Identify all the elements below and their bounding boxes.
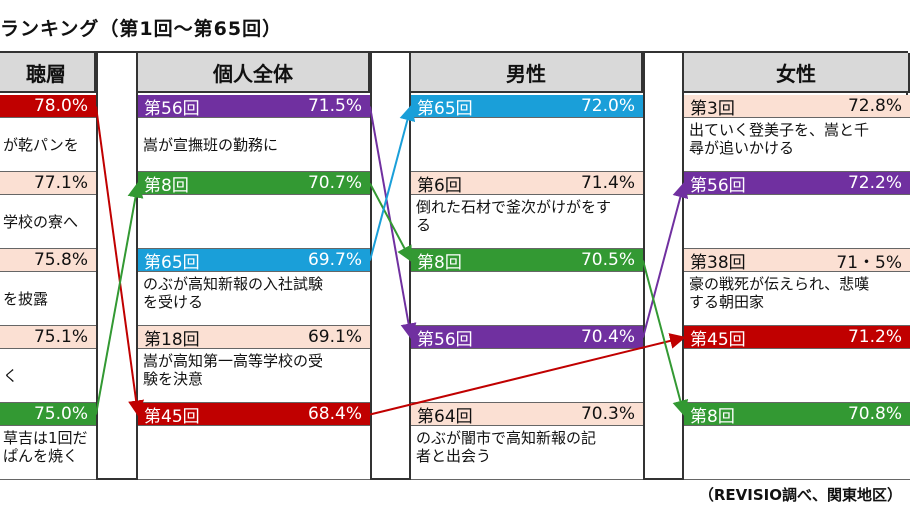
episode-description [684, 195, 910, 249]
rating-value: 71.4% [580, 173, 635, 193]
rating-value: 72.8% [847, 96, 902, 116]
rank-cell: 第45回 68.4% [138, 403, 370, 427]
link-arrow-green [95, 181, 144, 415]
episode-label: 第64回 [417, 406, 473, 427]
episode-label: 第3回 [690, 98, 735, 119]
rating-value: 70.4% [580, 327, 635, 347]
link-arrow-red [369, 333, 686, 416]
rating-value: 75.8% [33, 250, 88, 270]
episode-description [138, 426, 370, 480]
source-footnote: （REVISIO調べ、関東地区） [698, 486, 902, 504]
link-arrow-green [642, 260, 689, 417]
rank-cell: 第3回 72.8% [684, 95, 910, 119]
rank-cell: 第64回 70.3% [411, 403, 643, 427]
rating-value: 70.5% [580, 250, 635, 270]
episode-description: 嵩が宣撫班の勤務に [138, 118, 370, 172]
link-arrow-blue [369, 104, 416, 261]
column-header: 女性 [684, 53, 910, 93]
episode-label: 第8回 [417, 252, 462, 273]
page-title: ランキング（第1回～第65回） [0, 18, 283, 40]
episode-description: のぶが闇市で高知新報の記 者と出会う [411, 426, 643, 480]
episode-description: が乾パンを [0, 118, 96, 172]
episode-label: 第45回 [690, 329, 746, 350]
rating-value: 70.3% [580, 404, 635, 424]
episode-label: 第18回 [144, 329, 200, 350]
rank-cell: 第8回 70.8% [684, 403, 910, 427]
episode-label: 第8回 [690, 406, 735, 427]
rank-cell: 第65回 69.7% [138, 249, 370, 273]
rank-cell: 第45回 71.2% [684, 326, 910, 350]
rating-value: 72.0% [580, 96, 635, 116]
rank-cell: 第8回 70.7% [138, 172, 370, 196]
episode-label: 第6回 [417, 175, 462, 196]
rating-value: 78.0% [33, 96, 88, 116]
rating-value: 75.1% [33, 327, 88, 347]
rating-value: 72.2% [847, 173, 902, 193]
episode-label: 第38回 [690, 252, 746, 273]
rating-value: 68.4% [307, 404, 362, 424]
episode-description [411, 118, 643, 172]
rating-value: 70.7% [307, 173, 362, 193]
column-header: 聴層 [0, 53, 96, 93]
episode-description [138, 195, 370, 249]
link-arrow-green [369, 183, 412, 263]
rating-value: 71.2% [847, 327, 902, 347]
episode-description: を披露 [0, 272, 96, 326]
episode-label: 第65回 [144, 252, 200, 273]
episode-description: 草吉は1回だ ぱんを焼く [0, 426, 96, 480]
episode-label: 第8回 [144, 175, 189, 196]
rank-cell: 75.1% [0, 326, 96, 349]
episode-description: 豪の戦死が伝えられ、悲嘆 する朝田家 [684, 272, 910, 326]
link-arrow-red [95, 106, 145, 417]
column-spacer [370, 53, 411, 478]
rank-cell: 第18回 69.1% [138, 326, 370, 350]
rating-value: 71.5% [307, 96, 362, 116]
episode-label: 第56回 [144, 98, 200, 119]
rating-value: 77.1% [33, 173, 88, 193]
rank-cell: 77.1% [0, 172, 96, 195]
episode-description: 出ていく登美子を、嵩と千 尋が追いかける [684, 118, 910, 172]
episode-description [684, 349, 910, 403]
episode-description: 学校の寮へ [0, 195, 96, 249]
rating-value: 71・5% [836, 252, 902, 273]
rank-cell: 第6回 71.4% [411, 172, 643, 196]
rating-value: 75.0% [33, 404, 88, 424]
rank-cell: 78.0% [0, 95, 96, 118]
link-arrow-purple [642, 181, 689, 338]
episode-label: 第56回 [690, 175, 746, 196]
episode-description: のぶが高知新報の入社試験 を受ける [138, 272, 370, 326]
episode-label: 第56回 [417, 329, 473, 350]
episode-description: 嵩が高知第一高等学校の受 験を決意 [138, 349, 370, 403]
rank-cell: 75.8% [0, 249, 96, 272]
rank-cell: 第38回 71・5% [684, 249, 910, 273]
episode-description [411, 272, 643, 326]
rating-value: 69.1% [307, 327, 362, 347]
episode-label: 第65回 [417, 98, 473, 119]
episode-label: 第45回 [144, 406, 200, 427]
rating-value: 69.7% [307, 250, 362, 270]
rank-cell: 第56回 71.5% [138, 95, 370, 119]
rank-cell: 第65回 72.0% [411, 95, 643, 119]
rank-cell: 第56回 72.2% [684, 172, 910, 196]
rank-cell: 第56回 70.4% [411, 326, 643, 350]
episode-description [684, 426, 910, 480]
column-header: 個人全体 [138, 53, 370, 93]
episode-description: く [0, 349, 96, 403]
rank-cell: 第8回 70.5% [411, 249, 643, 273]
rank-cell: 75.0% [0, 403, 96, 426]
rating-value: 70.8% [847, 404, 902, 424]
episode-description: 倒れた石材で釜次がけがをす る [411, 195, 643, 249]
column-header: 男性 [411, 53, 643, 93]
